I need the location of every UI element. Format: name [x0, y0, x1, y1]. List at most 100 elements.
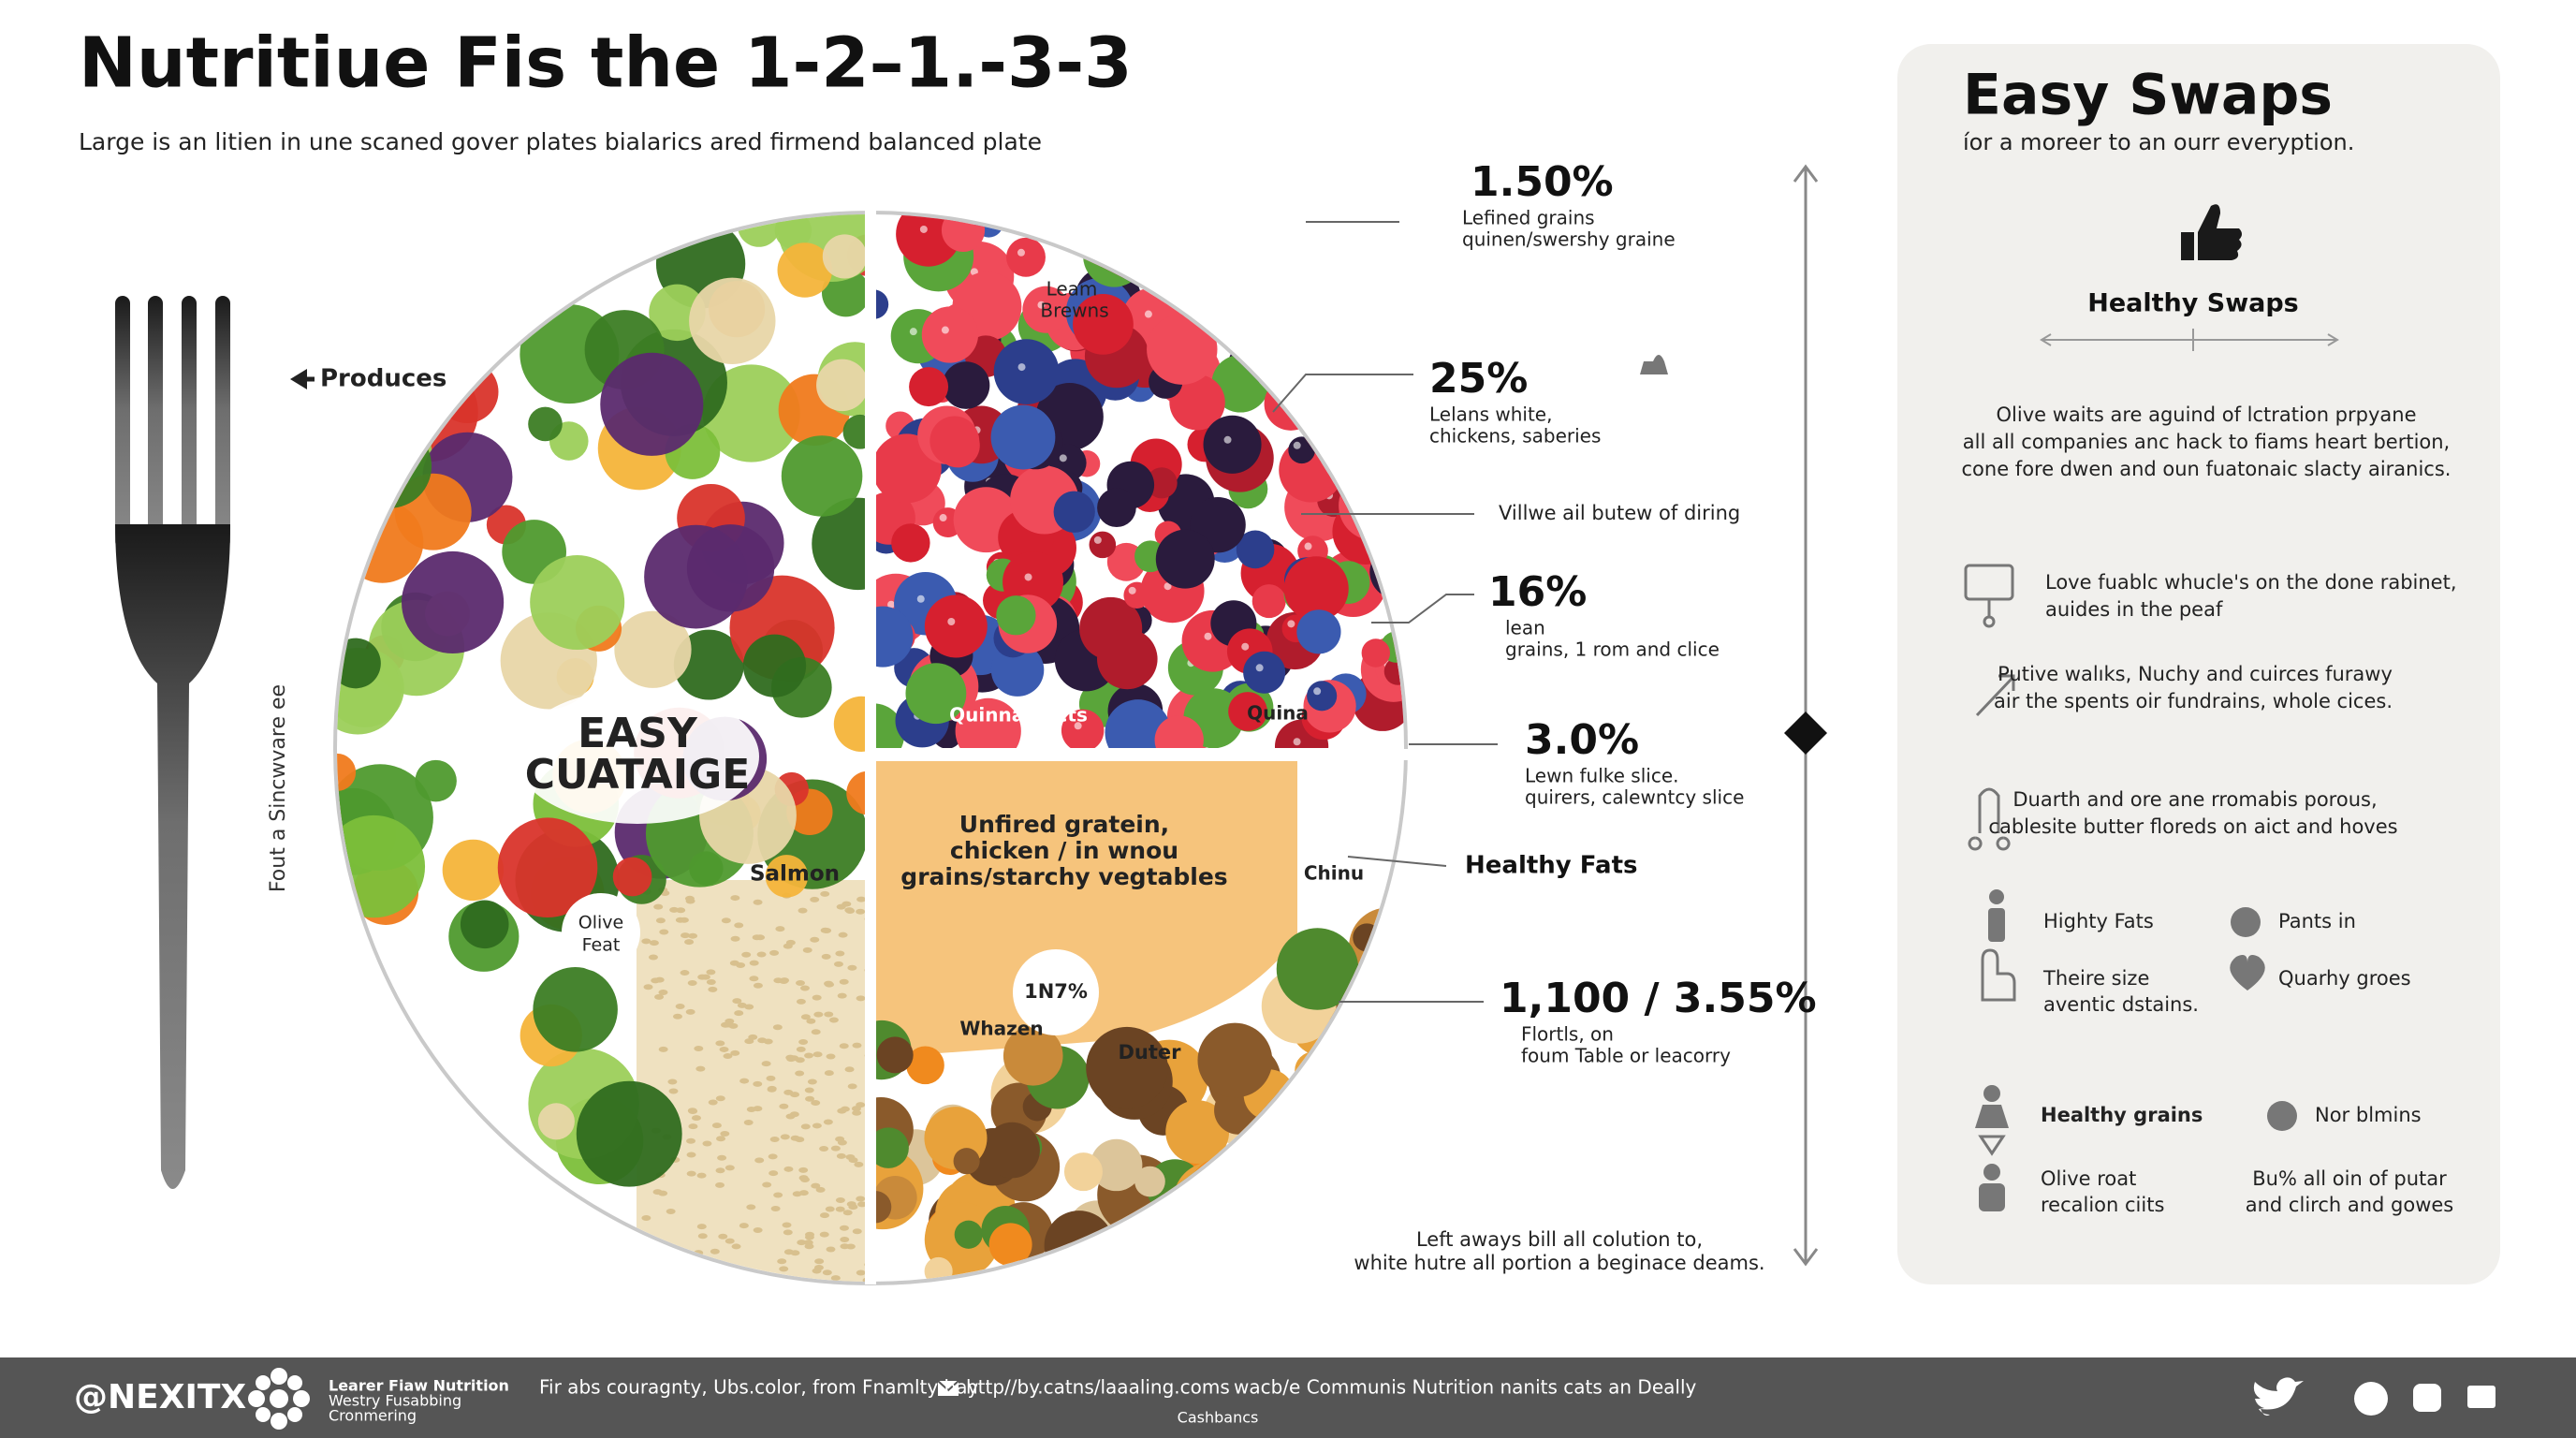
footer-bar: [0, 1357, 2576, 1438]
berry-shine: [1293, 738, 1301, 746]
berry-shine: [1120, 232, 1128, 241]
rice-grain: [748, 1034, 758, 1040]
food: [742, 634, 807, 697]
food: [871, 1127, 909, 1168]
food: [537, 1103, 575, 1140]
food: [1188, 1156, 1260, 1229]
rice-grain: [667, 1078, 678, 1085]
berry: [1251, 584, 1286, 619]
rice-grain: [734, 922, 744, 929]
berry-shine: [1118, 225, 1126, 233]
berry-shine: [1313, 687, 1322, 696]
rice-grain: [680, 970, 690, 976]
food: [612, 857, 652, 897]
rice-grain: [773, 1192, 783, 1198]
label: Duter: [1118, 1041, 1181, 1064]
berry-shine: [909, 328, 917, 336]
label: Chinu: [1304, 862, 1364, 885]
berry-shine: [1017, 248, 1025, 257]
rice-grain: [685, 1008, 695, 1015]
food: [644, 524, 748, 629]
berry: [921, 306, 979, 363]
label: chicken / in wnou: [950, 837, 1178, 864]
rice-grain: [686, 1170, 696, 1177]
rice-grain: [812, 1051, 823, 1058]
rice-grain: [655, 917, 666, 924]
rice-grain: [723, 1053, 733, 1060]
rice-grain: [819, 1212, 829, 1219]
rice-grain: [717, 1154, 727, 1161]
rice-grain: [804, 1087, 814, 1093]
swap-grid-text: Highty Fats: [2043, 910, 2154, 932]
food: [781, 435, 863, 517]
food: [576, 1080, 682, 1187]
swap-grid-text: Nor blmins: [2315, 1104, 2422, 1126]
rice-grain: [837, 1108, 847, 1114]
rice-grain: [702, 1140, 712, 1147]
berry-shine: [1295, 303, 1304, 312]
food: [1339, 1162, 1394, 1217]
food: [497, 817, 598, 918]
label: íor a moreer to an ourr everyption.: [1963, 129, 2354, 155]
food: [337, 215, 385, 304]
rice-grain: [715, 1181, 725, 1188]
swap-icons: [1964, 564, 2016, 1156]
berry-shine: [1024, 573, 1032, 581]
label: Villwe ail butew of diring: [1499, 502, 1740, 524]
berry: [1271, 278, 1339, 346]
rice-grain: [844, 1066, 855, 1073]
food: [516, 227, 557, 268]
berry: [1295, 334, 1322, 361]
food: [337, 989, 398, 1052]
food: [520, 214, 622, 291]
label: grains/starchy vegtables: [900, 863, 1227, 890]
berry: [1367, 412, 1404, 462]
swap-text: cablesite butter floreds on aict and hov…: [1988, 815, 2397, 838]
food: [1230, 1193, 1275, 1238]
rice-grain: [814, 1258, 825, 1265]
rice-grain: [804, 1052, 814, 1059]
berry: [1089, 531, 1117, 559]
berry: [1147, 314, 1218, 385]
rice-grain: [798, 1175, 809, 1181]
rice-grain: [806, 1018, 816, 1024]
berry-shine: [939, 514, 947, 522]
rice-grain: [856, 1201, 867, 1208]
food: [1209, 1159, 1258, 1207]
berry: [1333, 286, 1398, 350]
rice-grain: [819, 1231, 829, 1238]
rice-grain: [768, 1153, 778, 1160]
food: [337, 964, 371, 1030]
berry: [1276, 315, 1331, 371]
swap-text: Duarth and ore ane rromabis porous,: [2012, 788, 2377, 811]
food: [954, 1220, 983, 1249]
rice-grain: [839, 1043, 849, 1049]
rice-grain: [687, 980, 697, 987]
berry: [1296, 609, 1341, 654]
rice-grain: [811, 1029, 821, 1035]
berry: [1237, 236, 1274, 273]
swap-text: Love fuablc whucle's on the done rabinet…: [2045, 571, 2457, 594]
berry-shine: [919, 225, 928, 233]
berry-shine: [1037, 301, 1046, 309]
berry-shine: [1144, 310, 1152, 318]
food: [1009, 1262, 1049, 1282]
rice-grain: [724, 1165, 735, 1171]
rice-grain: [711, 1123, 722, 1129]
label: Unfired gratein,: [959, 811, 1169, 838]
rice-grain: [820, 890, 830, 897]
berry-shine: [1093, 536, 1102, 544]
berry-shine: [1315, 287, 1324, 296]
berry-shine: [1299, 339, 1308, 347]
rice-grain: [836, 1152, 846, 1159]
rice-grain: [856, 1269, 866, 1276]
rice-grain: [691, 1115, 701, 1122]
rice-grain: [790, 1135, 800, 1141]
berry-shine: [1385, 315, 1394, 323]
rice-grain: [790, 1092, 800, 1098]
berry: [1053, 491, 1095, 533]
berry-shine: [1377, 411, 1385, 419]
rice-grain: [804, 1243, 814, 1250]
label: all all companies anc hack to fiams hear…: [1963, 431, 2450, 453]
social-icons[interactable]: [2253, 1377, 2496, 1416]
